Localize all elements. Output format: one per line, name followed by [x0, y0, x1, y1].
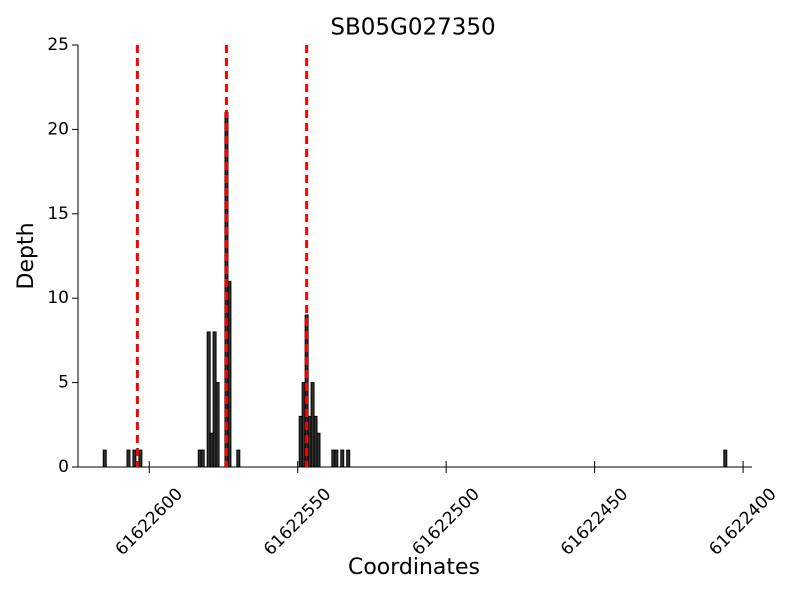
x-tick-label: 61622550: [260, 484, 335, 559]
chart-title: SB05G027350: [330, 15, 495, 41]
bar: [334, 449, 339, 468]
y-tick-label: 15: [47, 204, 69, 224]
y-tick-label: 5: [58, 373, 69, 393]
bar: [132, 449, 137, 468]
x-tick-label: 61622500: [409, 484, 484, 559]
y-tick-label: 25: [47, 35, 69, 55]
y-tick-label: 0: [58, 457, 69, 477]
bar: [340, 449, 345, 468]
bar: [102, 449, 107, 468]
bar: [346, 449, 351, 468]
y-axis-label: Depth: [14, 222, 39, 289]
x-tick-label: 61622450: [557, 484, 632, 559]
bar: [316, 432, 321, 468]
y-tick-label: 20: [47, 119, 69, 139]
bar: [138, 449, 143, 468]
bar: [236, 449, 241, 468]
x-tick-label: 61622600: [112, 484, 187, 559]
y-tick-label: 10: [47, 288, 69, 308]
bar: [200, 449, 205, 468]
x-tick-label: 61622400: [705, 484, 780, 559]
bar: [126, 449, 131, 468]
x-axis-label: Coordinates: [348, 555, 480, 580]
bar: [227, 280, 232, 468]
bar: [723, 449, 728, 468]
bar: [215, 382, 220, 468]
bar: [206, 331, 211, 468]
